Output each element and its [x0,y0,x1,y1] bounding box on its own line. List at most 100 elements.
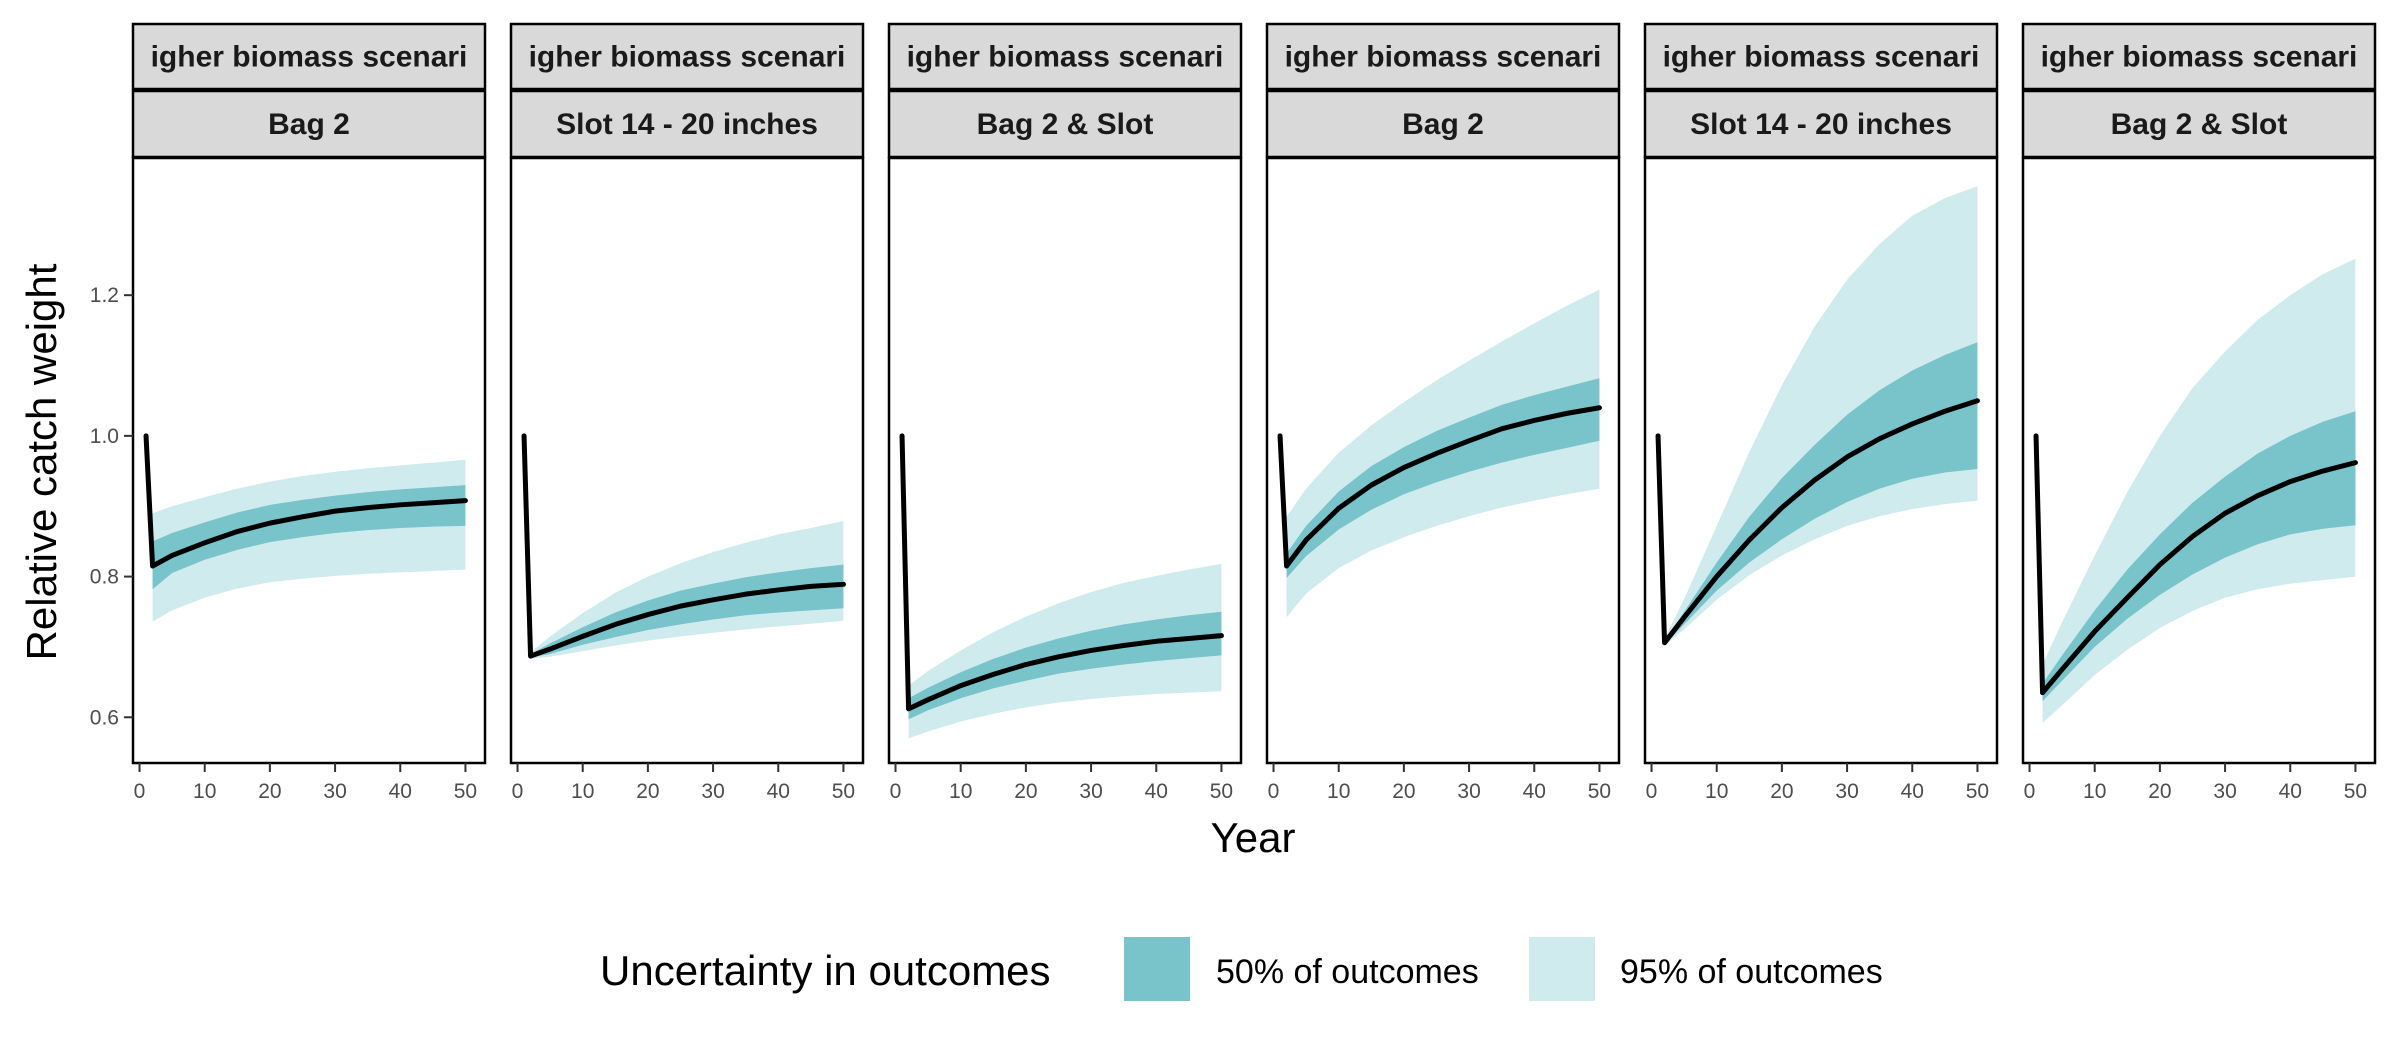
x-tick-label: 0 [1268,780,1280,803]
facet-strip [1643,89,1999,159]
legend-title: Uncertainty in outcomes [600,947,1051,994]
facet-strip [131,22,487,91]
panel-border [509,156,865,765]
x-tick-label: 20 [1392,780,1415,803]
panel-plot-area [1277,289,1602,618]
legend-label: 50% of outcomes [1216,953,1479,991]
x-tick-label: 10 [949,780,972,803]
x-tick-label: 40 [389,780,412,803]
x-axis-title: Year [1211,814,1296,861]
x-tick-label: 20 [258,780,281,803]
median-line [143,433,468,569]
x-tick-label: 30 [1457,780,1480,803]
facet-strip-scenario-label: igher biomass scenari [2041,41,2358,74]
median-line [1655,398,1980,646]
panel-border [131,156,487,765]
band-50-percent [908,611,1222,720]
x-tick-label: 40 [1523,780,1546,803]
panel-3: igher biomass scenari Bag 2 & Slot 0 10 20 30… [887,22,1243,803]
panel-plot-area [1655,186,1980,647]
facet-strip-scenario-label: igher biomass scenari [529,41,846,74]
facet-strip [887,89,1243,159]
x-tick-label: 20 [2148,780,2171,803]
facet-strip-regulation-label: Bag 2 [1402,108,1484,141]
x-tick-label: 20 [1014,780,1037,803]
facet-strip [1265,22,1621,91]
panel-plot-area [899,433,1224,739]
legend: Uncertainty in outcomes 50% of outcomes 95… [600,937,1883,1001]
legend-key-95-percent [1529,937,1595,1001]
y-tick-label: 0.6 [90,706,119,729]
y-tick-label: 1.0 [90,425,119,448]
x-tick-label: 50 [1966,780,1989,803]
x-tick-label: 30 [1835,780,1858,803]
facet-strip [887,22,1243,91]
facet-strip-regulation-label: Bag 2 & Slot [2111,108,2288,141]
median-line [899,433,1224,712]
facet-strip-scenario-label: igher biomass scenari [1285,41,1602,74]
band-50-percent [1286,378,1600,578]
x-tick-label: 0 [890,780,902,803]
x-tick-label: 40 [1145,780,1168,803]
facet-strip-regulation-label: Bag 2 & Slot [977,108,1154,141]
facet-strip-regulation-label: Slot 14 - 20 inches [556,108,818,141]
panel-6: igher biomass scenari Bag 2 & Slot 0 10 20 30… [2021,22,2377,803]
panel-plot-area [2033,258,2358,723]
panel-plot-area [143,433,468,622]
facet-strip [509,89,865,159]
facet-strip-regulation-label: Slot 14 - 20 inches [1690,108,1952,141]
x-tick-label: 0 [1646,780,1658,803]
x-tick-label: 50 [454,780,477,803]
y-tick-label: 0.8 [90,566,119,589]
y-axis-title: Relative catch weight [18,263,65,660]
facet-strip [2021,89,2377,159]
x-tick-label: 0 [2024,780,2036,803]
panel-1: igher biomass scenari Bag 2 0 10 20 30 40 50 [131,22,487,803]
x-tick-label: 50 [832,780,855,803]
band-50-percent [152,485,466,590]
x-tick-label: 20 [636,780,659,803]
x-tick-label: 40 [1901,780,1924,803]
x-tick-label: 30 [701,780,724,803]
median-line [1277,405,1602,569]
facet-strip [2021,22,2377,91]
facet-strip-scenario-label: igher biomass scenari [907,41,1224,74]
band-50-percent [1664,342,1978,645]
panel-plot-area [521,433,846,659]
x-tick-label: 50 [2344,780,2367,803]
x-tick-label: 30 [323,780,346,803]
x-tick-label: 0 [512,780,524,803]
band-50-percent [2042,411,2356,702]
facet-strip [1643,22,1999,91]
facet-strip-regulation-label: Bag 2 [268,108,350,141]
facet-strip [509,22,865,91]
median-line [521,433,846,659]
x-tick-label: 20 [1770,780,1793,803]
x-tick-label: 10 [571,780,594,803]
facet-strip-scenario-label: igher biomass scenari [1663,41,1980,74]
facet-strip [131,89,487,159]
facet-strip-scenario-label: igher biomass scenari [151,41,468,74]
x-tick-label: 30 [2213,780,2236,803]
x-tick-label: 50 [1588,780,1611,803]
facet-strip [1265,89,1621,159]
band-50-percent [530,564,844,658]
x-tick-label: 30 [1079,780,1102,803]
panel-5: igher biomass scenari Slot 14 - 20 inches… [1643,22,1999,803]
x-tick-label: 10 [1327,780,1350,803]
x-tick-label: 10 [193,780,216,803]
x-tick-label: 40 [2279,780,2302,803]
x-tick-label: 50 [1210,780,1233,803]
legend-key-50-percent [1124,937,1190,1001]
panel-2: igher biomass scenari Slot 14 - 20 inches… [509,22,865,803]
y-tick-label: 1.2 [90,284,119,307]
x-tick-label: 40 [767,780,790,803]
median-line [2033,433,2358,696]
panel-4: igher biomass scenari Bag 2 0 10 20 30 40 50 [1265,22,1621,803]
x-tick-label: 0 [134,780,146,803]
x-tick-label: 10 [2083,780,2106,803]
x-tick-label: 10 [1705,780,1728,803]
legend-label: 95% of outcomes [1620,953,1883,991]
